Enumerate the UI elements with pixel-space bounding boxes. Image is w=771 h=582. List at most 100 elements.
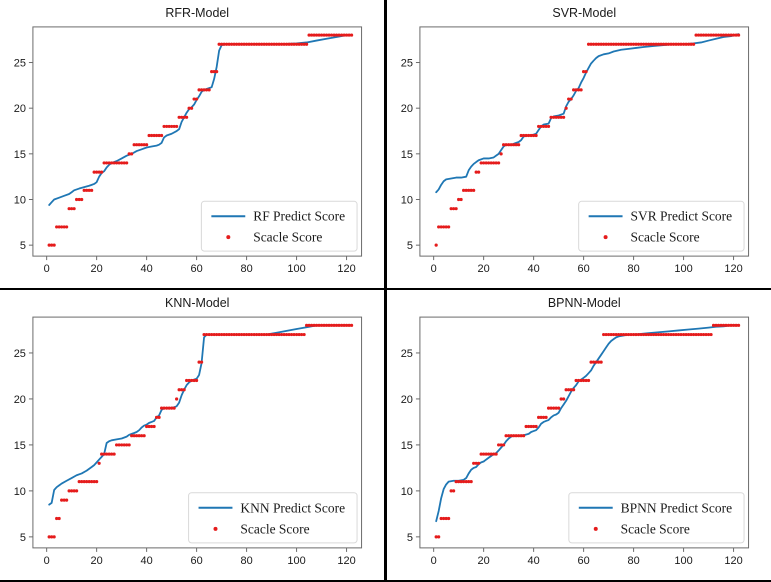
scale-score-dot xyxy=(557,406,561,410)
scale-score-dot xyxy=(607,332,611,337)
scale-score-dot xyxy=(157,415,161,419)
scale-score-dot xyxy=(279,42,284,46)
scale-score-dot xyxy=(659,332,663,337)
scale-score-dot xyxy=(494,452,498,456)
scale-score-dot xyxy=(704,33,708,37)
x-axis: 0 20 40 60 80 100 120 xyxy=(44,547,356,567)
y-tick-label: 15 xyxy=(14,149,26,161)
legend: RF Predict Score Scacle Score xyxy=(200,200,358,252)
scale-score-dot xyxy=(340,33,344,37)
scale-score-dot xyxy=(199,88,204,92)
legend-box xyxy=(200,200,358,252)
scale-score-dot xyxy=(634,332,638,337)
scale-score-dots xyxy=(47,323,354,539)
scale-score-dot xyxy=(332,323,336,327)
scale-score-dot xyxy=(334,33,339,37)
predict-line xyxy=(435,33,740,194)
scale-score-dot xyxy=(626,42,631,46)
scale-score-dot xyxy=(567,97,571,101)
x-tick-label: 100 xyxy=(674,263,692,275)
scale-score-dot xyxy=(589,42,593,46)
scale-score-dot xyxy=(227,332,231,337)
scale-score-dot xyxy=(162,406,166,410)
scale-score-dot xyxy=(572,88,576,92)
scale-score-dot xyxy=(267,332,271,337)
scale-score-dot xyxy=(564,388,568,392)
scale-score-dot xyxy=(689,332,693,337)
x-tick-label: 100 xyxy=(287,555,305,567)
knn-model-panel: KNN-Model 0 20 40 60 80 100 120 5 10 15 20 25 KNN Pre… xyxy=(0,290,387,580)
scale-score-dot xyxy=(502,143,506,147)
scale-score-dot xyxy=(629,332,633,337)
scale-score-dot xyxy=(519,133,523,138)
scale-score-dot xyxy=(110,452,114,456)
scale-score-dot xyxy=(295,42,299,46)
scale-score-dot xyxy=(154,133,159,138)
bpnn-model-panel: BPNN-Model 0 20 40 60 80 100 120 5 10 15 20 25 BPNN P… xyxy=(387,290,771,580)
legend-line-label: BPNN Predict Score xyxy=(621,500,732,515)
y-tick-label: 25 xyxy=(14,348,26,360)
scale-score-dot xyxy=(297,42,301,46)
scale-score-dot xyxy=(574,88,578,92)
scale-score-dot xyxy=(152,133,156,138)
scale-score-dot xyxy=(207,88,211,92)
scale-score-dot xyxy=(277,42,281,46)
scale-score-dot xyxy=(327,323,331,327)
scale-score-dot xyxy=(679,42,683,46)
legend-dot-sample xyxy=(213,526,218,531)
scale-score-dot xyxy=(162,124,166,129)
scale-score-dot xyxy=(439,516,443,521)
y-axis: 5 10 15 20 25 xyxy=(14,348,33,544)
scale-score-dot xyxy=(95,480,99,484)
scale-score-dot xyxy=(652,332,656,337)
y-tick-label: 10 xyxy=(14,486,26,498)
scale-score-dot xyxy=(567,388,571,392)
scale-score-dot xyxy=(507,143,511,147)
scale-score-dot xyxy=(170,406,174,410)
scale-score-dot xyxy=(494,161,498,165)
scale-score-dot xyxy=(100,452,104,456)
scale-score-dot xyxy=(302,42,306,46)
scale-score-dot xyxy=(714,33,718,37)
scale-score-dot xyxy=(492,161,496,165)
scale-score-dot xyxy=(317,323,321,327)
scale-score-dot xyxy=(694,33,698,37)
scale-score-dot xyxy=(147,424,151,429)
legend-scatter-label: Scacle Score xyxy=(253,230,322,245)
plot-frame xyxy=(32,26,363,257)
scale-score-dot xyxy=(314,33,319,37)
scale-score-dot xyxy=(674,42,678,46)
x-tick-label: 40 xyxy=(528,555,540,567)
scale-score-dots xyxy=(434,323,741,539)
x-tick-label: 100 xyxy=(287,263,305,275)
scale-score-dot xyxy=(284,332,289,337)
scale-score-dots xyxy=(434,33,741,247)
legend-line-label: RF Predict Score xyxy=(253,209,345,224)
scale-score-dot xyxy=(170,124,174,129)
scale-score-dot xyxy=(474,461,478,465)
scale-score-dot xyxy=(497,161,501,165)
x-tick-label: 0 xyxy=(431,263,437,275)
scale-score-dot xyxy=(322,323,326,327)
scale-score-dot xyxy=(534,133,538,138)
plot-frame xyxy=(419,316,750,549)
scale-score-dot xyxy=(684,332,688,337)
scale-score-dot xyxy=(581,70,586,74)
scale-score-dot xyxy=(479,161,483,165)
x-tick-label: 40 xyxy=(528,263,540,275)
scale-score-dot xyxy=(300,42,304,46)
scale-score-dot xyxy=(584,378,588,383)
scale-score-dot xyxy=(487,452,491,456)
scale-score-dot xyxy=(220,332,224,337)
scale-score-dot xyxy=(249,42,254,46)
scale-score-dot xyxy=(539,124,543,129)
scale-score-dot xyxy=(687,332,691,337)
predict-line xyxy=(48,324,353,506)
scale-score-dot xyxy=(70,207,74,211)
scale-score-dot xyxy=(215,332,219,337)
scale-score-dot xyxy=(467,188,471,192)
scale-score-dot xyxy=(581,378,586,383)
scale-score-dot xyxy=(167,124,171,129)
scale-score-dot xyxy=(110,161,114,165)
x-tick-label: 20 xyxy=(91,555,103,567)
